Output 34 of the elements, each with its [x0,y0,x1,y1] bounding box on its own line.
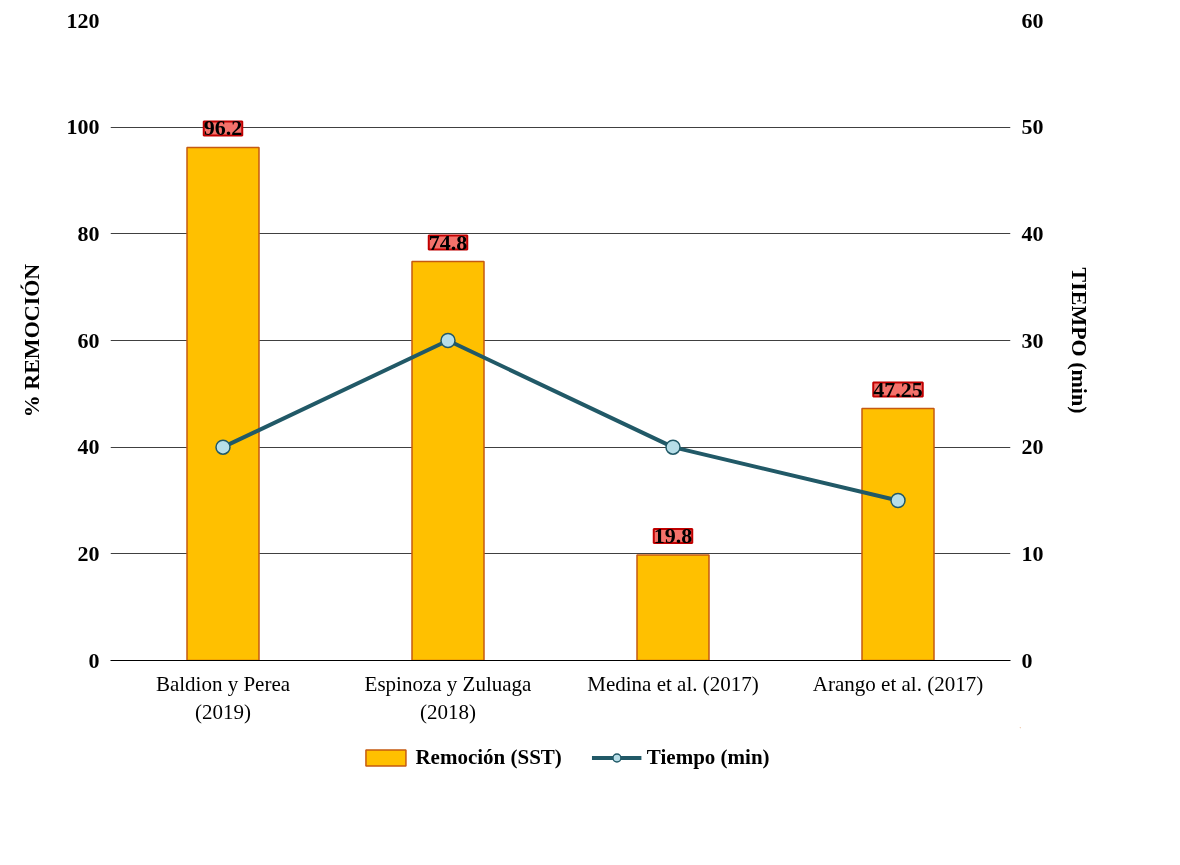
data-label: 74.8 [428,229,468,255]
y-axis-title: % REMOCIÓN [18,263,44,418]
y2-tick-label: 40 [1021,220,1044,246]
x-tick-label: Espinoza y Zuluaga (2018) [364,671,533,725]
bar [636,554,710,661]
x-tick-label: Arango et al. (2017) [812,671,984,696]
data-label: 47.25 [873,376,923,402]
x-tick-label: Medina et al. (2017) [587,671,759,696]
y2-tick-label: 20 [1021,434,1044,460]
y-tick-label: 80 [77,220,100,246]
y-tick-label: 60 [77,327,100,353]
point [665,439,681,455]
y-tick-label: 20 [77,540,100,566]
legend-label: Tiempo (min) [646,744,770,770]
x-tick-label: Baldion y Perea (2019) [155,671,291,725]
y2-tick-label: 50 [1021,114,1044,140]
y2-tick-label: 30 [1021,327,1044,353]
y2-tick-label: 60 [1021,7,1044,33]
point [890,492,906,509]
point [440,332,456,349]
point [215,439,231,455]
bar [861,407,935,661]
y2-axis-title: TIEMPO (min) [1066,267,1092,414]
bar [411,260,485,661]
bar [186,146,260,661]
data-label: 96.2 [203,115,243,141]
y2-tick-label: 0 [1021,647,1033,673]
data-label: 19.8 [653,522,693,548]
y-tick-label: 0 [88,647,100,673]
y2-tick-label: 10 [1021,540,1044,566]
y-tick-label: 120 [66,7,100,33]
y-tick-label: 40 [77,434,100,460]
y-tick-label: 100 [66,114,100,140]
legend-label: Remoción (SST) [415,744,562,770]
